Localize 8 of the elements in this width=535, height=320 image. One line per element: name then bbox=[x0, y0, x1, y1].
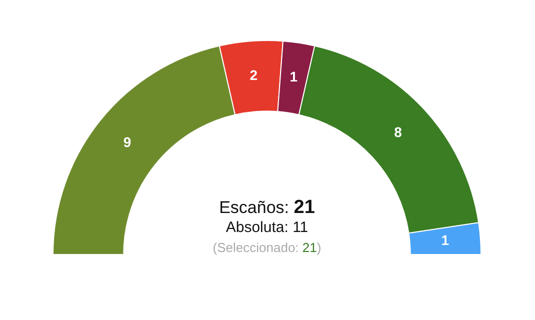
text: Escaños: 21 bbox=[218, 197, 316, 218]
data-label: 9 bbox=[123, 134, 132, 150]
data-label: 1 bbox=[441, 232, 450, 248]
text: (Seleccionado: 21) bbox=[212, 239, 322, 257]
data-label: 1 bbox=[290, 68, 298, 85]
text: Absoluta: 11 bbox=[224, 218, 310, 238]
data-label: 8 bbox=[394, 124, 402, 140]
data-label: 2 bbox=[250, 67, 258, 84]
